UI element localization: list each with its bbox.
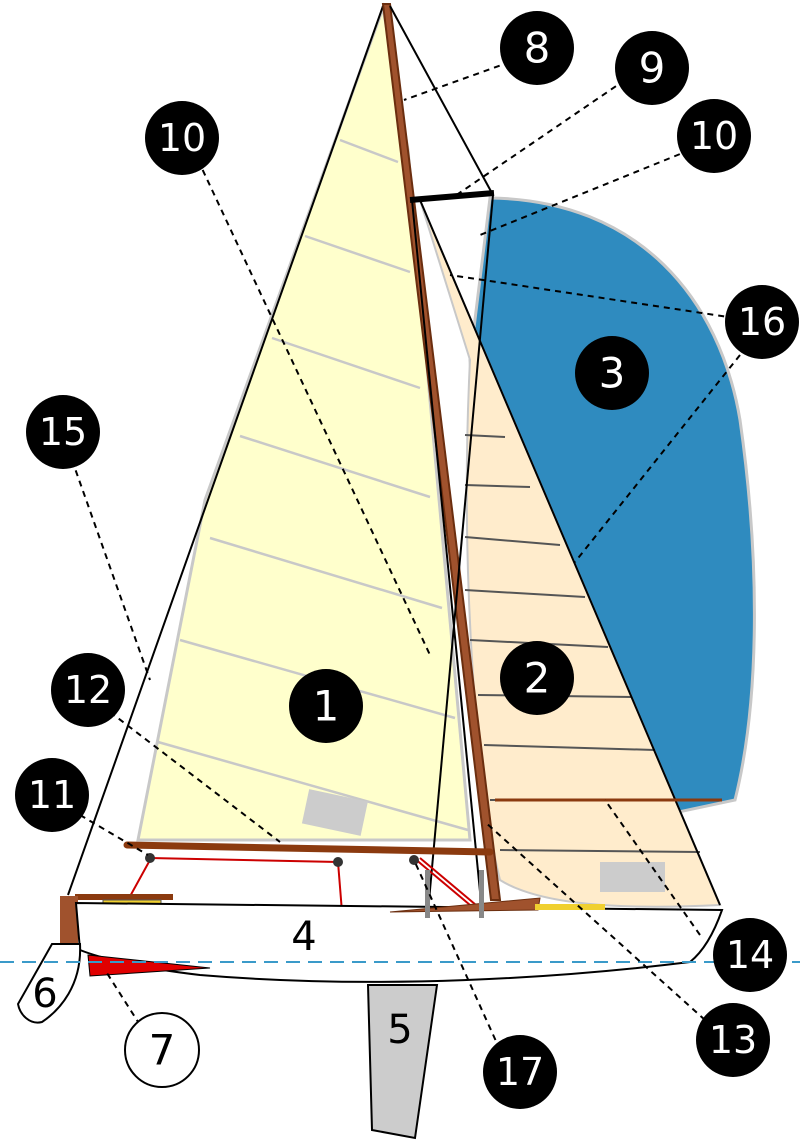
keel-shape [366, 984, 439, 1140]
foredeck-stripe [535, 904, 605, 910]
svg-text:8: 8 [524, 24, 551, 73]
badge-shroud-lower: 10 [677, 99, 751, 173]
badge-skeg: 7 [124, 1012, 200, 1088]
badge-spinnaker-pole: 14 [713, 918, 787, 992]
mainsail-window [301, 789, 368, 836]
tiller [75, 894, 173, 900]
svg-text:12: 12 [64, 668, 112, 712]
badge-sheet: 11 [15, 758, 89, 832]
rudder-stock [60, 896, 78, 944]
backstay-line [67, 5, 384, 896]
svg-text:10: 10 [158, 116, 206, 160]
forestay-line [389, 5, 494, 196]
svg-text:15: 15 [39, 410, 87, 454]
chainplate-right [479, 870, 484, 918]
skeg-shape [87, 954, 211, 977]
badge-backstay: 15 [26, 395, 100, 469]
svg-text:14: 14 [726, 933, 774, 977]
svg-text:2: 2 [524, 654, 551, 703]
svg-text:3: 3 [599, 349, 626, 398]
badge-mast: 8 [500, 11, 574, 85]
boom-bar [123, 841, 494, 856]
badge-boom-vang: 17 [483, 1035, 557, 1109]
shroud-line-left [427, 194, 494, 913]
svg-text:1: 1 [313, 682, 340, 731]
mast-spar [381, 3, 502, 901]
svg-text:17: 17 [496, 1050, 544, 1094]
svg-text:13: 13 [709, 1018, 757, 1062]
shroud-line-right [411, 199, 483, 913]
svg-text:9: 9 [639, 44, 666, 93]
jib-luff-line [419, 199, 721, 906]
hull-number: 4 [291, 914, 316, 960]
badge-shroud-upper: 10 [145, 101, 219, 175]
keel-number: 5 [387, 1007, 412, 1053]
svg-text:10: 10 [690, 114, 738, 158]
svg-text:16: 16 [738, 300, 786, 344]
leader-lines [71, 61, 741, 1051]
svg-text:11: 11 [28, 773, 76, 817]
badge-jib: 2 [500, 641, 574, 715]
badge-stay: 13 [696, 1003, 770, 1077]
badge-spreader: 9 [615, 31, 689, 105]
badge-boom: 12 [51, 653, 125, 727]
rudder-blade [16, 943, 82, 1024]
rudder-number: 6 [32, 971, 57, 1017]
svg-text:7: 7 [149, 1026, 176, 1075]
badge-mainsail: 1 [289, 669, 363, 743]
badge-forestay: 16 [725, 285, 799, 359]
badge-spinnaker: 3 [575, 336, 649, 410]
spreader-bar [409, 190, 495, 203]
jib-sail-window [600, 862, 665, 892]
chainplate-left [425, 870, 430, 918]
